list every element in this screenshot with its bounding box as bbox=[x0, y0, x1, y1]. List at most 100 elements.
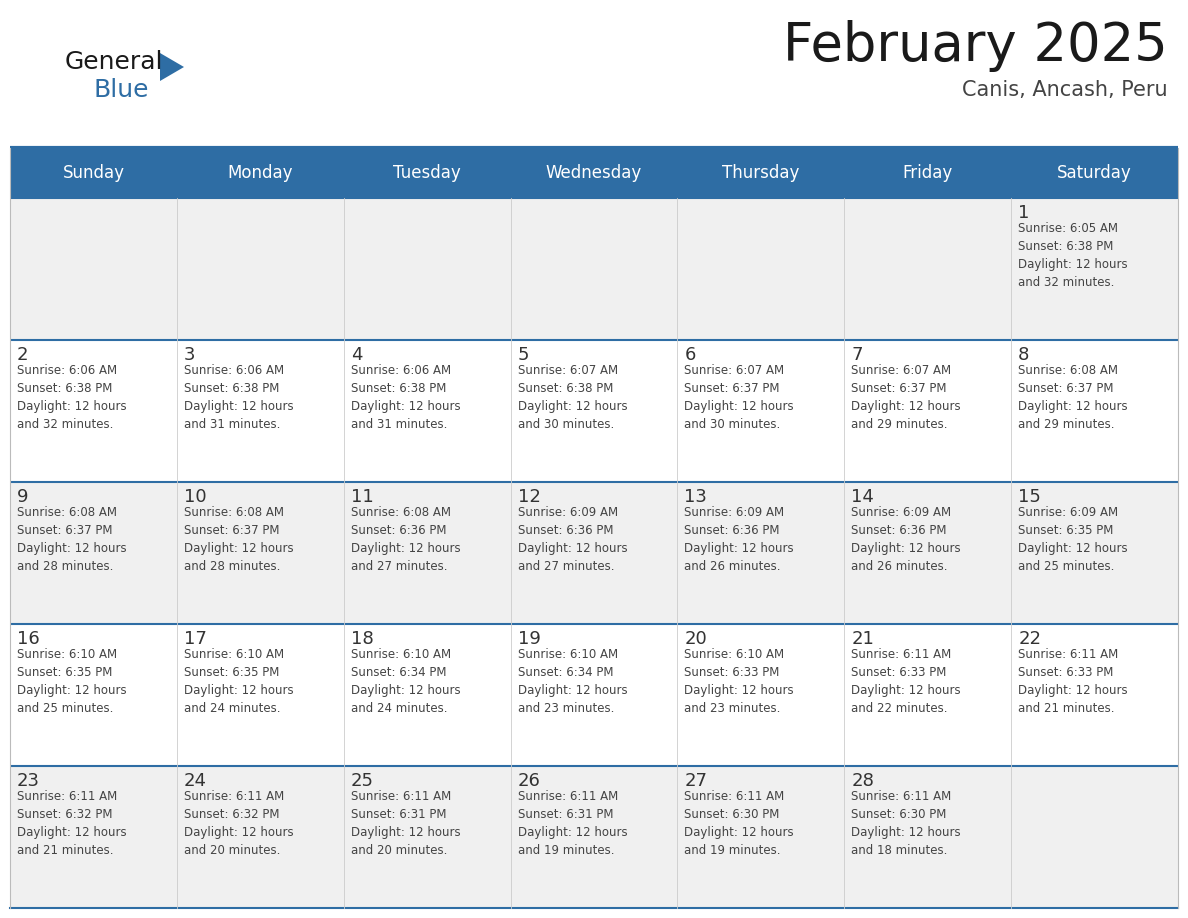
Text: Sunrise: 6:08 AM
Sunset: 6:36 PM
Daylight: 12 hours
and 27 minutes.: Sunrise: 6:08 AM Sunset: 6:36 PM Dayligh… bbox=[350, 506, 460, 573]
Text: Sunrise: 6:08 AM
Sunset: 6:37 PM
Daylight: 12 hours
and 28 minutes.: Sunrise: 6:08 AM Sunset: 6:37 PM Dayligh… bbox=[184, 506, 293, 573]
Text: 6: 6 bbox=[684, 346, 696, 364]
Text: Sunrise: 6:11 AM
Sunset: 6:31 PM
Daylight: 12 hours
and 20 minutes.: Sunrise: 6:11 AM Sunset: 6:31 PM Dayligh… bbox=[350, 790, 460, 857]
Text: Sunrise: 6:07 AM
Sunset: 6:38 PM
Daylight: 12 hours
and 30 minutes.: Sunrise: 6:07 AM Sunset: 6:38 PM Dayligh… bbox=[518, 364, 627, 431]
Text: 28: 28 bbox=[852, 772, 874, 790]
Bar bbox=[845, 340, 1011, 482]
Text: Sunrise: 6:10 AM
Sunset: 6:33 PM
Daylight: 12 hours
and 23 minutes.: Sunrise: 6:10 AM Sunset: 6:33 PM Dayligh… bbox=[684, 648, 794, 715]
Text: 4: 4 bbox=[350, 346, 362, 364]
Bar bbox=[177, 340, 343, 482]
Bar bbox=[10, 766, 177, 908]
Bar bbox=[845, 482, 1011, 624]
Text: Sunrise: 6:10 AM
Sunset: 6:35 PM
Daylight: 12 hours
and 25 minutes.: Sunrise: 6:10 AM Sunset: 6:35 PM Dayligh… bbox=[17, 648, 127, 715]
Text: 8: 8 bbox=[1018, 346, 1030, 364]
Bar bbox=[1011, 482, 1178, 624]
Text: 5: 5 bbox=[518, 346, 529, 364]
Text: Sunrise: 6:07 AM
Sunset: 6:37 PM
Daylight: 12 hours
and 30 minutes.: Sunrise: 6:07 AM Sunset: 6:37 PM Dayligh… bbox=[684, 364, 794, 431]
Bar bbox=[177, 766, 343, 908]
Text: 13: 13 bbox=[684, 488, 707, 506]
Text: Monday: Monday bbox=[228, 164, 293, 182]
Text: 12: 12 bbox=[518, 488, 541, 506]
Text: 18: 18 bbox=[350, 630, 373, 648]
Text: 7: 7 bbox=[852, 346, 862, 364]
Bar bbox=[177, 198, 343, 340]
Text: Sunrise: 6:08 AM
Sunset: 6:37 PM
Daylight: 12 hours
and 28 minutes.: Sunrise: 6:08 AM Sunset: 6:37 PM Dayligh… bbox=[17, 506, 127, 573]
Text: Tuesday: Tuesday bbox=[393, 164, 461, 182]
Text: Sunrise: 6:11 AM
Sunset: 6:32 PM
Daylight: 12 hours
and 20 minutes.: Sunrise: 6:11 AM Sunset: 6:32 PM Dayligh… bbox=[184, 790, 293, 857]
Bar bbox=[511, 198, 677, 340]
Text: Wednesday: Wednesday bbox=[545, 164, 643, 182]
Text: Sunrise: 6:09 AM
Sunset: 6:35 PM
Daylight: 12 hours
and 25 minutes.: Sunrise: 6:09 AM Sunset: 6:35 PM Dayligh… bbox=[1018, 506, 1127, 573]
Text: Sunrise: 6:10 AM
Sunset: 6:34 PM
Daylight: 12 hours
and 24 minutes.: Sunrise: 6:10 AM Sunset: 6:34 PM Dayligh… bbox=[350, 648, 460, 715]
Bar bbox=[1011, 624, 1178, 766]
Bar bbox=[177, 482, 343, 624]
Text: Sunrise: 6:09 AM
Sunset: 6:36 PM
Daylight: 12 hours
and 26 minutes.: Sunrise: 6:09 AM Sunset: 6:36 PM Dayligh… bbox=[684, 506, 794, 573]
Text: 15: 15 bbox=[1018, 488, 1041, 506]
Bar bbox=[10, 482, 177, 624]
Text: Sunrise: 6:11 AM
Sunset: 6:32 PM
Daylight: 12 hours
and 21 minutes.: Sunrise: 6:11 AM Sunset: 6:32 PM Dayligh… bbox=[17, 790, 127, 857]
Text: 10: 10 bbox=[184, 488, 207, 506]
Bar bbox=[177, 624, 343, 766]
Bar bbox=[10, 148, 177, 198]
Text: Sunrise: 6:11 AM
Sunset: 6:30 PM
Daylight: 12 hours
and 18 minutes.: Sunrise: 6:11 AM Sunset: 6:30 PM Dayligh… bbox=[852, 790, 961, 857]
Bar bbox=[511, 148, 677, 198]
Bar bbox=[845, 148, 1011, 198]
Text: 1: 1 bbox=[1018, 204, 1030, 222]
Text: Sunrise: 6:11 AM
Sunset: 6:33 PM
Daylight: 12 hours
and 21 minutes.: Sunrise: 6:11 AM Sunset: 6:33 PM Dayligh… bbox=[1018, 648, 1127, 715]
Bar bbox=[10, 624, 177, 766]
Text: 3: 3 bbox=[184, 346, 195, 364]
Text: 22: 22 bbox=[1018, 630, 1041, 648]
Text: Sunrise: 6:08 AM
Sunset: 6:37 PM
Daylight: 12 hours
and 29 minutes.: Sunrise: 6:08 AM Sunset: 6:37 PM Dayligh… bbox=[1018, 364, 1127, 431]
Bar bbox=[845, 624, 1011, 766]
Bar bbox=[343, 766, 511, 908]
Bar bbox=[677, 340, 845, 482]
Text: Saturday: Saturday bbox=[1057, 164, 1132, 182]
Bar bbox=[343, 624, 511, 766]
Text: 2: 2 bbox=[17, 346, 29, 364]
Text: Sunrise: 6:09 AM
Sunset: 6:36 PM
Daylight: 12 hours
and 26 minutes.: Sunrise: 6:09 AM Sunset: 6:36 PM Dayligh… bbox=[852, 506, 961, 573]
Text: Sunrise: 6:11 AM
Sunset: 6:33 PM
Daylight: 12 hours
and 22 minutes.: Sunrise: 6:11 AM Sunset: 6:33 PM Dayligh… bbox=[852, 648, 961, 715]
Text: 9: 9 bbox=[17, 488, 29, 506]
Text: 19: 19 bbox=[518, 630, 541, 648]
Bar bbox=[511, 766, 677, 908]
Bar bbox=[677, 624, 845, 766]
Text: 17: 17 bbox=[184, 630, 207, 648]
Bar bbox=[677, 148, 845, 198]
Text: 23: 23 bbox=[17, 772, 40, 790]
Text: 21: 21 bbox=[852, 630, 874, 648]
Bar bbox=[845, 198, 1011, 340]
Text: Friday: Friday bbox=[903, 164, 953, 182]
Text: Sunrise: 6:05 AM
Sunset: 6:38 PM
Daylight: 12 hours
and 32 minutes.: Sunrise: 6:05 AM Sunset: 6:38 PM Dayligh… bbox=[1018, 222, 1127, 289]
Text: Sunrise: 6:06 AM
Sunset: 6:38 PM
Daylight: 12 hours
and 31 minutes.: Sunrise: 6:06 AM Sunset: 6:38 PM Dayligh… bbox=[184, 364, 293, 431]
Bar bbox=[343, 340, 511, 482]
Text: February 2025: February 2025 bbox=[783, 20, 1168, 72]
Text: Sunrise: 6:10 AM
Sunset: 6:34 PM
Daylight: 12 hours
and 23 minutes.: Sunrise: 6:10 AM Sunset: 6:34 PM Dayligh… bbox=[518, 648, 627, 715]
Bar bbox=[1011, 148, 1178, 198]
Text: Sunrise: 6:06 AM
Sunset: 6:38 PM
Daylight: 12 hours
and 32 minutes.: Sunrise: 6:06 AM Sunset: 6:38 PM Dayligh… bbox=[17, 364, 127, 431]
Bar bbox=[343, 482, 511, 624]
Text: Sunrise: 6:11 AM
Sunset: 6:31 PM
Daylight: 12 hours
and 19 minutes.: Sunrise: 6:11 AM Sunset: 6:31 PM Dayligh… bbox=[518, 790, 627, 857]
Bar bbox=[177, 148, 343, 198]
Text: 16: 16 bbox=[17, 630, 39, 648]
Bar bbox=[511, 482, 677, 624]
Text: 27: 27 bbox=[684, 772, 707, 790]
Text: Sunday: Sunday bbox=[63, 164, 125, 182]
Text: 24: 24 bbox=[184, 772, 207, 790]
Text: Sunrise: 6:09 AM
Sunset: 6:36 PM
Daylight: 12 hours
and 27 minutes.: Sunrise: 6:09 AM Sunset: 6:36 PM Dayligh… bbox=[518, 506, 627, 573]
Bar bbox=[677, 482, 845, 624]
Text: Sunrise: 6:11 AM
Sunset: 6:30 PM
Daylight: 12 hours
and 19 minutes.: Sunrise: 6:11 AM Sunset: 6:30 PM Dayligh… bbox=[684, 790, 794, 857]
Text: 11: 11 bbox=[350, 488, 373, 506]
Text: Sunrise: 6:06 AM
Sunset: 6:38 PM
Daylight: 12 hours
and 31 minutes.: Sunrise: 6:06 AM Sunset: 6:38 PM Dayligh… bbox=[350, 364, 460, 431]
Bar bbox=[1011, 340, 1178, 482]
Text: 26: 26 bbox=[518, 772, 541, 790]
Polygon shape bbox=[160, 53, 184, 81]
Text: General: General bbox=[65, 50, 164, 74]
Bar bbox=[10, 340, 177, 482]
Text: Canis, Ancash, Peru: Canis, Ancash, Peru bbox=[962, 80, 1168, 100]
Text: Sunrise: 6:07 AM
Sunset: 6:37 PM
Daylight: 12 hours
and 29 minutes.: Sunrise: 6:07 AM Sunset: 6:37 PM Dayligh… bbox=[852, 364, 961, 431]
Bar bbox=[677, 766, 845, 908]
Bar bbox=[511, 340, 677, 482]
Bar bbox=[677, 198, 845, 340]
Bar bbox=[0, 0, 1188, 148]
Bar bbox=[10, 198, 177, 340]
Bar bbox=[343, 198, 511, 340]
